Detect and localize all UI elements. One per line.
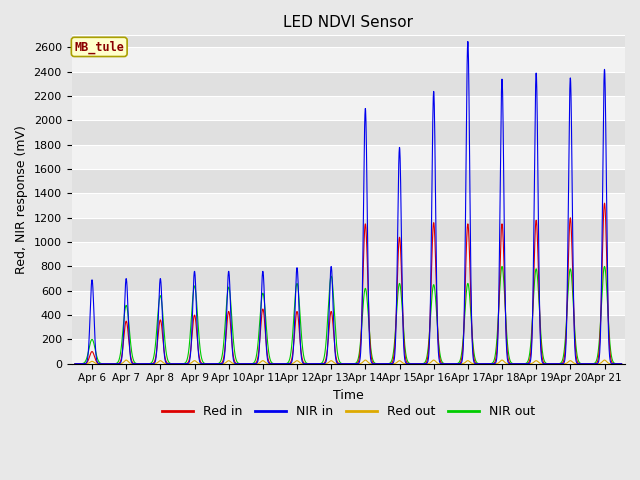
Bar bbox=[72, 291, 625, 315]
X-axis label: Time: Time bbox=[333, 389, 364, 402]
Bar bbox=[72, 145, 625, 169]
Bar bbox=[72, 120, 625, 145]
Bar bbox=[72, 72, 625, 96]
Bar bbox=[72, 193, 625, 218]
Bar bbox=[72, 315, 625, 339]
Bar bbox=[72, 36, 625, 48]
Bar bbox=[72, 339, 625, 364]
Bar bbox=[72, 169, 625, 193]
Title: LED NDVI Sensor: LED NDVI Sensor bbox=[284, 15, 413, 30]
Bar bbox=[72, 266, 625, 291]
Bar bbox=[72, 48, 625, 72]
Legend: Red in, NIR in, Red out, NIR out: Red in, NIR in, Red out, NIR out bbox=[157, 400, 540, 423]
Bar bbox=[72, 96, 625, 120]
Text: MB_tule: MB_tule bbox=[74, 40, 124, 54]
Bar bbox=[72, 242, 625, 266]
Y-axis label: Red, NIR response (mV): Red, NIR response (mV) bbox=[15, 125, 28, 274]
Bar bbox=[72, 218, 625, 242]
